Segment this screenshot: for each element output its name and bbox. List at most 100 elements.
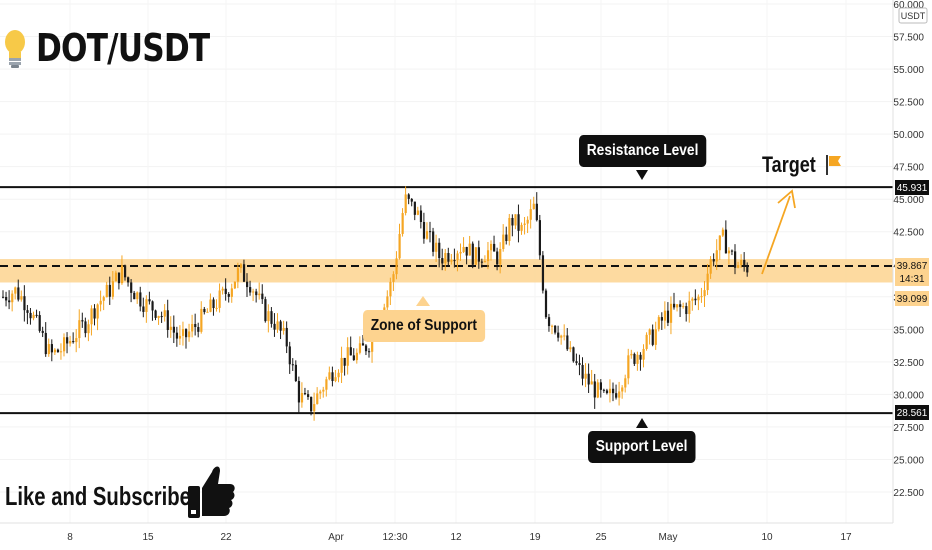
candle-body [59,351,63,353]
candle-body [392,274,395,282]
candle-body [2,296,5,298]
candle-body [69,341,72,344]
candle-body [117,272,121,284]
candle-body [282,327,285,331]
candle-body [578,363,581,365]
candle-body [297,381,301,403]
candle-body [743,259,746,266]
candle-body [127,277,130,283]
candle-body [517,214,520,231]
candle-body [102,297,105,301]
candle-body [249,287,252,293]
candle-body [14,287,17,294]
y-tick-label: 32.500 [893,358,924,369]
y-tick-label: 22.500 [893,488,924,499]
candle-body [727,250,731,254]
time-axis: 8 15 22 Apr 12:30 12 19 25 May 10 17 [67,532,852,543]
candle-body [413,201,416,215]
candle-body [29,312,32,319]
candle-body [66,337,69,344]
candle-body [310,396,313,412]
candle-body [669,303,673,323]
candle-body [740,259,743,266]
candle-body [694,298,697,301]
candle-body [432,231,435,252]
candle-body [169,326,172,330]
candle-body [666,310,670,323]
candle-body [721,229,724,236]
candle-body [453,260,456,262]
candle-body [416,210,419,215]
candle-body [5,296,8,301]
candle-body [124,265,127,278]
candle-body [93,308,96,319]
candle-body [108,284,111,297]
y-tick-label: 60.000 [893,0,924,11]
candle-body [105,284,108,298]
candle-body [261,293,264,300]
candle-body [596,382,599,398]
candle-body [35,314,38,316]
candle-body [529,209,532,220]
candle-body [346,347,349,366]
candle-body [47,344,50,355]
candle-body [300,393,304,403]
candle-body [111,281,114,297]
candle-body [340,357,343,373]
candle-body [8,300,11,303]
resistance-callout-pointer [636,170,648,180]
candle-body [203,308,206,313]
candle-body [618,391,621,398]
candle-body [493,243,496,252]
candle-body [654,329,657,345]
candle-body [328,372,331,380]
candle-body [331,372,334,382]
chart-title: DOT/USDT [36,26,210,70]
candle-body [746,265,749,273]
candle-body [651,329,654,345]
candle-body [114,272,118,282]
candle-body [120,265,124,284]
candle-body [706,273,709,291]
candle-body [200,308,203,332]
support-callout-pointer [636,418,648,428]
candle-body [227,293,230,297]
candle-body [496,251,499,265]
candle-body [480,261,484,263]
candle-body [730,250,734,252]
candle-body [209,299,212,312]
price-axis: 60.000 57.500 55.000 52.500 50.000 47.500 45.0… [893,0,924,499]
candle-body [514,214,517,226]
candle-body [206,311,209,313]
candle-body [11,293,14,303]
candle-body [157,316,160,318]
candle-body [410,198,413,202]
x-tick-label: 10 [761,532,773,543]
y-tick-label: 25.000 [893,455,924,466]
candle-body [505,234,508,241]
candle-body [276,321,279,330]
candle-body [630,353,633,356]
x-tick-label: 15 [142,532,154,543]
candle-body [468,243,471,256]
candle-body [499,249,502,265]
candle-body [307,394,310,397]
candle-body [663,310,667,321]
candle-body [87,324,90,334]
countdown-label: 14:31 [899,274,924,285]
candle-body [386,296,389,308]
candle-body [142,306,145,312]
candle-body [221,288,224,291]
candle-body [178,335,182,339]
candle-body [319,391,322,394]
candles-group [2,186,749,421]
candle-body [368,351,371,353]
x-tick-label: 19 [529,532,541,543]
candle-body [242,264,246,282]
candle-body [465,246,468,256]
thumbs-up-icon [188,466,235,518]
candle-body [395,258,398,275]
candle-body [23,296,26,311]
candle-body [145,299,148,312]
